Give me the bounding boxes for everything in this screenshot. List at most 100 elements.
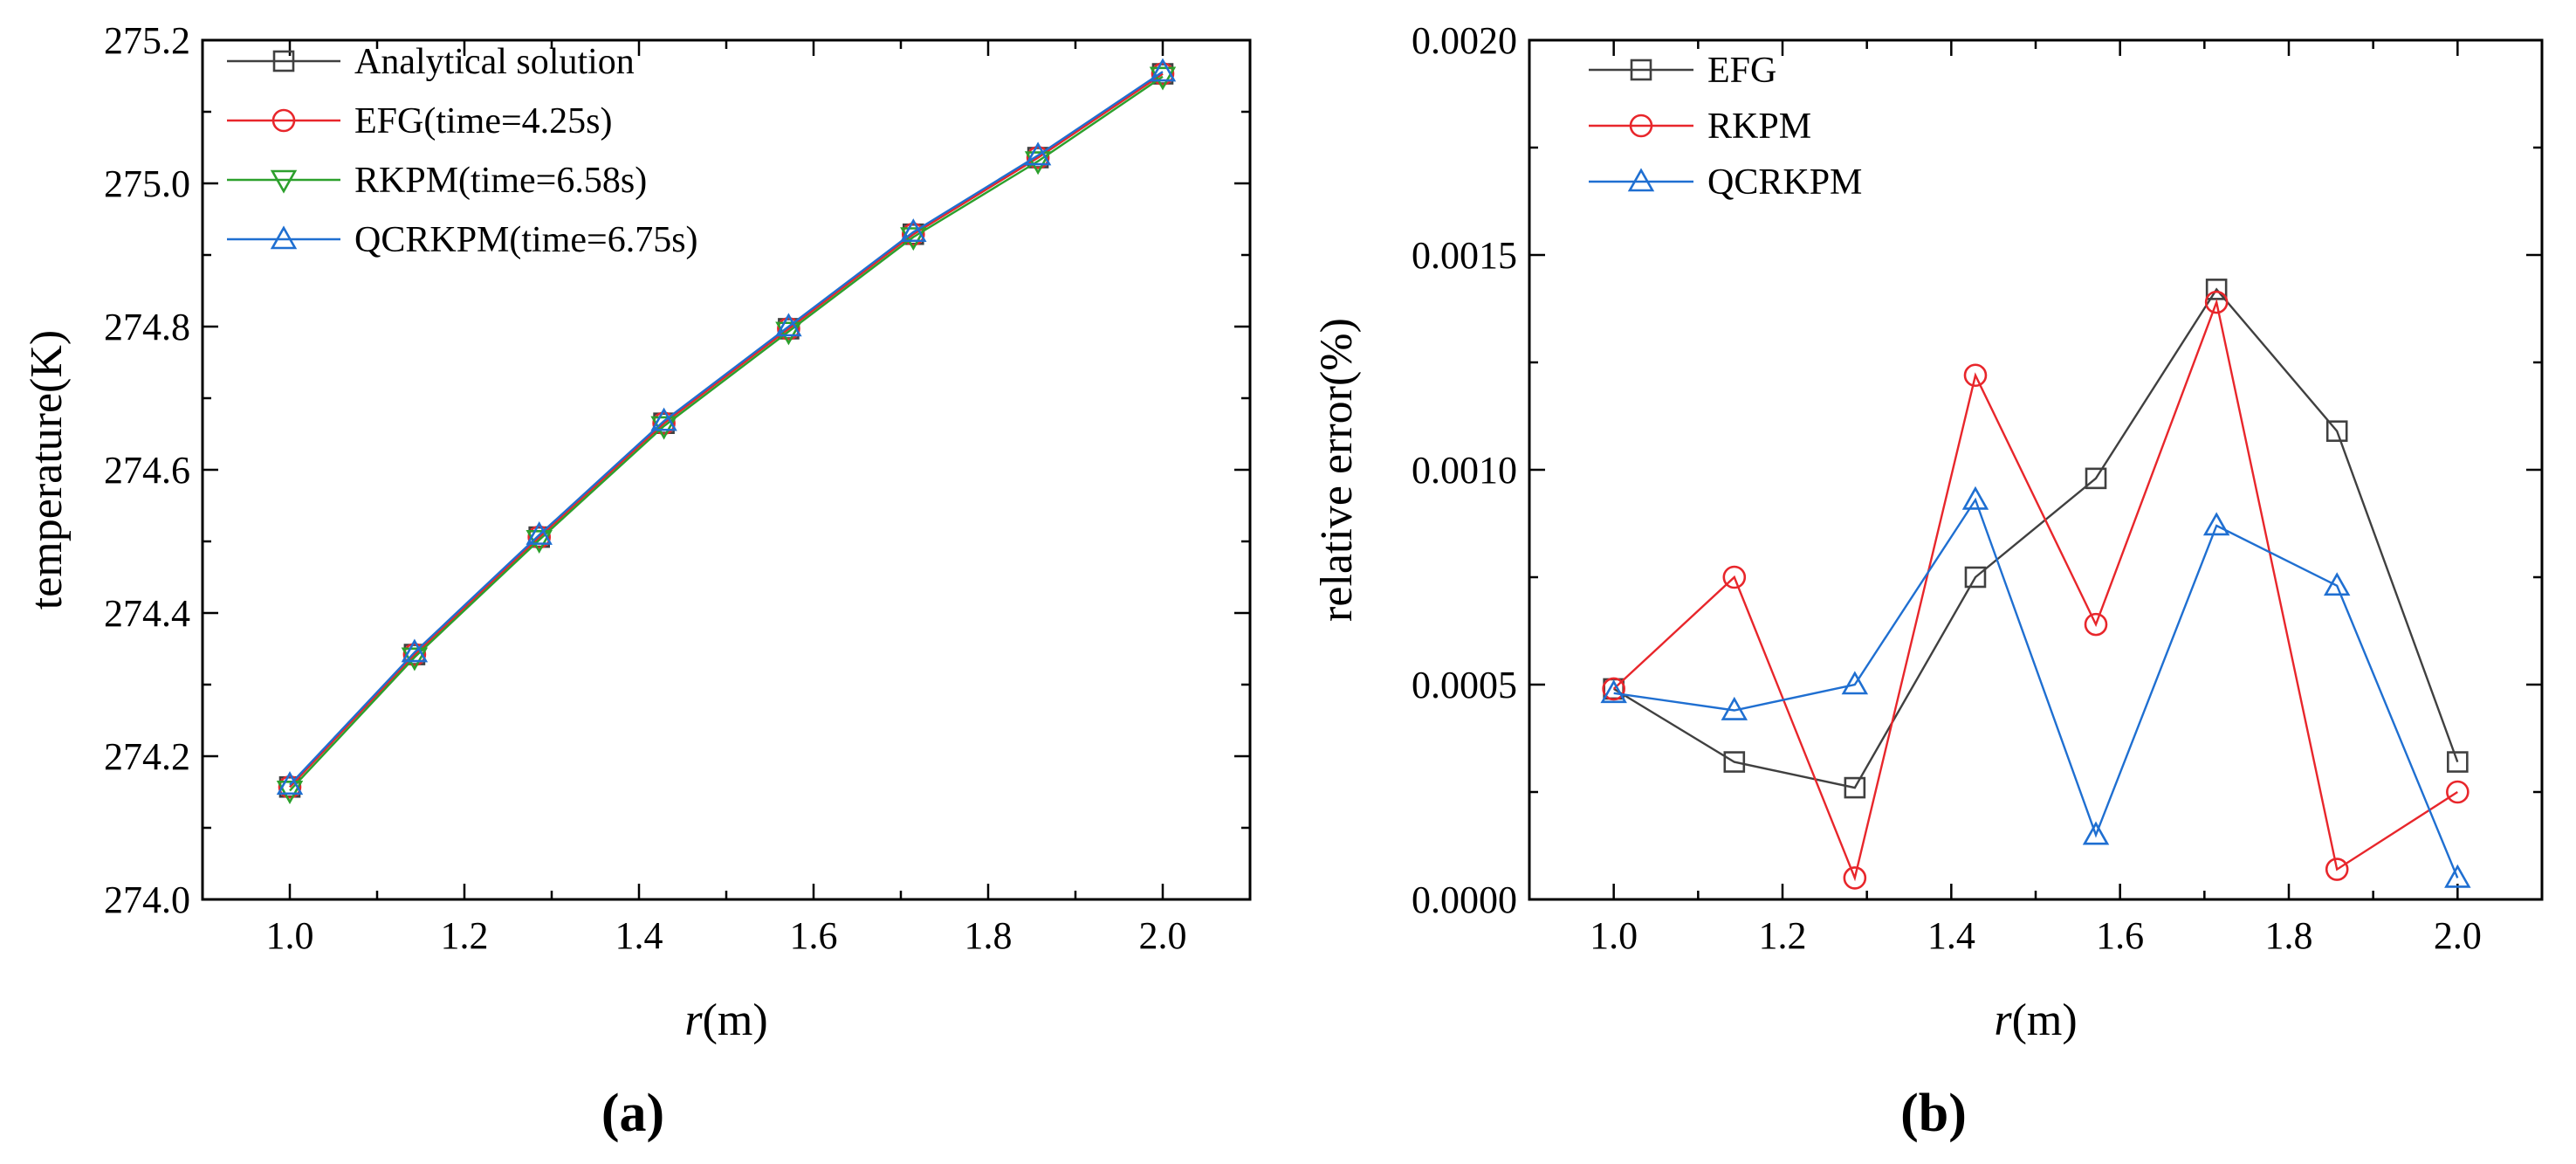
- legend-marker: [270, 169, 298, 194]
- y-tick-label: 274.2: [104, 735, 190, 778]
- x-tick-label: 2.0: [1139, 914, 1187, 957]
- data-point-marker: [1844, 776, 1866, 799]
- data-point-marker: [1722, 565, 1747, 589]
- data-point-marker: [526, 520, 553, 545]
- data-point-marker: [2323, 572, 2351, 596]
- data-point-marker: [527, 525, 552, 549]
- data-point-marker: [1149, 58, 1177, 82]
- x-tick-label: 1.8: [965, 914, 1013, 957]
- legend-entry: EFG(time=4.25s): [227, 101, 613, 141]
- data-point-marker: [1961, 486, 1989, 510]
- y-tick-label: 275.2: [104, 19, 190, 62]
- data-point-marker: [276, 781, 304, 805]
- y-tick-label: 275.0: [104, 162, 190, 205]
- data-point-marker: [2202, 512, 2230, 536]
- panel-a-x-tick-labels: 1.0 1.2 1.4 1.6 1.8 2.0: [266, 914, 1187, 957]
- legend-label: EFG: [1707, 51, 1776, 91]
- legend-marker: [1629, 114, 1653, 138]
- data-point-marker: [278, 775, 302, 799]
- x-tick-label: 1.2: [441, 914, 489, 957]
- panel-b-x-axis-variable: r: [1994, 995, 2012, 1045]
- panel-b-label: (b): [1900, 1084, 1967, 1143]
- legend-label: QCRKPM: [1707, 162, 1862, 203]
- panel-a-y-axis-title: temperature(K): [22, 330, 72, 610]
- series-qcrkpm: [1600, 486, 2471, 888]
- data-point-marker: [402, 643, 427, 666]
- series-line: [289, 72, 1164, 789]
- panel-a-plot-frame: [201, 38, 1252, 901]
- x-tick-label: 1.0: [1590, 914, 1638, 957]
- legend-entry: EFG: [1589, 51, 1776, 91]
- series-line: [1612, 298, 2458, 882]
- x-tick-label: 1.4: [1927, 914, 1975, 957]
- panel-b-ticks: [1528, 38, 2544, 901]
- legend-marker: [272, 50, 295, 72]
- data-point-marker: [2444, 864, 2471, 888]
- data-point-marker: [1964, 566, 1987, 589]
- x-tick-label: 1.8: [2265, 914, 2313, 957]
- data-point-marker: [2325, 858, 2349, 881]
- legend-marker: [1627, 168, 1655, 192]
- data-point-marker: [1721, 696, 1748, 720]
- legend-label: QCRKPM(time=6.75s): [354, 220, 698, 260]
- panel-a-y-tick-labels: 274.0 274.2 274.4 274.6 274.8 275.0 275.2: [104, 19, 190, 921]
- panel-a-x-axis-unit: (m): [703, 995, 768, 1045]
- data-point-marker: [902, 222, 925, 246]
- legend-entry: QCRKPM: [1589, 162, 1862, 203]
- legend-entry: QCRKPM(time=6.75s): [227, 220, 698, 260]
- data-point-marker: [1151, 62, 1175, 86]
- series-qcrkpm: [276, 58, 1177, 796]
- legend-marker: [271, 108, 296, 133]
- data-point-marker: [652, 411, 676, 436]
- panel-b-y-axis-title: relative error(%): [1312, 318, 1362, 622]
- series-efg: [278, 62, 1175, 799]
- data-point-marker: [1026, 146, 1050, 169]
- panel-b-relative-error-chart: 1.0 1.2 1.4 1.6 1.8 2.0 0.00000.00050.00100.0…: [1312, 19, 2544, 1143]
- data-point-marker: [2446, 780, 2470, 804]
- legend-marker: [270, 225, 298, 250]
- data-point-marker: [401, 638, 429, 663]
- panel-a-series: [276, 58, 1177, 805]
- x-tick-label: 1.0: [266, 914, 314, 957]
- legend-entry: RKPM: [1589, 107, 1811, 147]
- legend-label: EFG(time=4.25s): [354, 101, 613, 141]
- series-rkpm: [1602, 290, 2470, 890]
- legend-entry: Analytical solution: [227, 42, 635, 82]
- data-point-marker: [276, 771, 304, 796]
- data-point-marker: [2447, 751, 2469, 773]
- data-point-marker: [2084, 612, 2108, 637]
- data-point-marker: [775, 321, 802, 346]
- x-tick-label: 1.6: [790, 914, 838, 957]
- y-tick-label: 274.4: [104, 592, 190, 635]
- data-point-marker: [1149, 66, 1177, 91]
- series-line: [1613, 497, 2459, 878]
- data-point-marker: [2082, 821, 2110, 845]
- panel-b-series: [1600, 279, 2471, 890]
- data-point-marker: [900, 227, 927, 251]
- panel-a-label: (a): [601, 1084, 664, 1143]
- x-tick-label: 2.0: [2434, 914, 2482, 957]
- data-point-marker: [1841, 671, 1869, 695]
- y-tick-label: 0.0000: [1412, 878, 1517, 921]
- data-point-marker: [900, 218, 927, 243]
- data-point-marker: [2085, 467, 2107, 490]
- data-point-marker: [1843, 866, 1867, 890]
- data-point-marker: [1602, 677, 1625, 701]
- data-point-marker: [1024, 141, 1052, 166]
- x-tick-label: 1.4: [615, 914, 663, 957]
- panel-b-plot-frame: [1528, 38, 2544, 901]
- data-point-marker: [2325, 420, 2348, 443]
- panel-b-y-tick-labels: 0.0000 0.0005 0.0010 0.0015 0.0020: [1412, 19, 1517, 921]
- series-line: [289, 71, 1164, 786]
- panel-b-legend: EFG RKPM QCRKPM: [1589, 51, 1862, 203]
- panel-b-x-tick-labels: 1.0 1.2 1.4 1.6 1.8 2.0: [1590, 914, 2482, 957]
- x-tick-label: 1.6: [2096, 914, 2144, 957]
- y-tick-label: 0.0010: [1412, 449, 1517, 492]
- panel-a-x-axis-title: r(m): [684, 995, 767, 1045]
- data-point-marker: [2205, 279, 2228, 300]
- x-tick-label: 1.2: [1759, 914, 1807, 957]
- y-tick-label: 0.0020: [1412, 19, 1517, 62]
- data-point-marker: [1600, 679, 1627, 704]
- data-point-marker: [2204, 290, 2229, 314]
